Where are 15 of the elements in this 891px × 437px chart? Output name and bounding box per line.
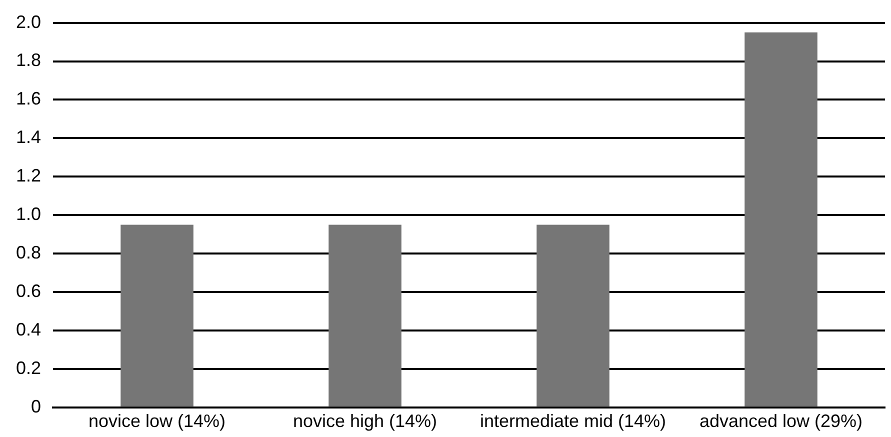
x-tick-label: intermediate mid (14%) [480, 411, 666, 432]
y-tick-label: 0.8 [16, 242, 42, 263]
y-tick-label: 0.2 [16, 358, 42, 378]
y-tick-label: 1.6 [16, 88, 42, 109]
y-tick-label: 1.8 [16, 50, 42, 70]
y-tick-label: 2.0 [16, 12, 42, 32]
y-tick-label: 0.6 [16, 280, 42, 301]
y-tick-label: 0 [31, 396, 42, 416]
x-tick-label: advanced low (29%) [699, 411, 863, 432]
y-tick-label: 1.0 [16, 204, 42, 224]
x-tick-label: novice low (14%) [88, 411, 226, 432]
y-tick-label: 1.2 [16, 166, 42, 186]
y-tick-label: 0.4 [16, 319, 42, 340]
y-tick-label: 1.4 [16, 127, 42, 148]
x-tick-label: novice high (14%) [292, 411, 438, 432]
